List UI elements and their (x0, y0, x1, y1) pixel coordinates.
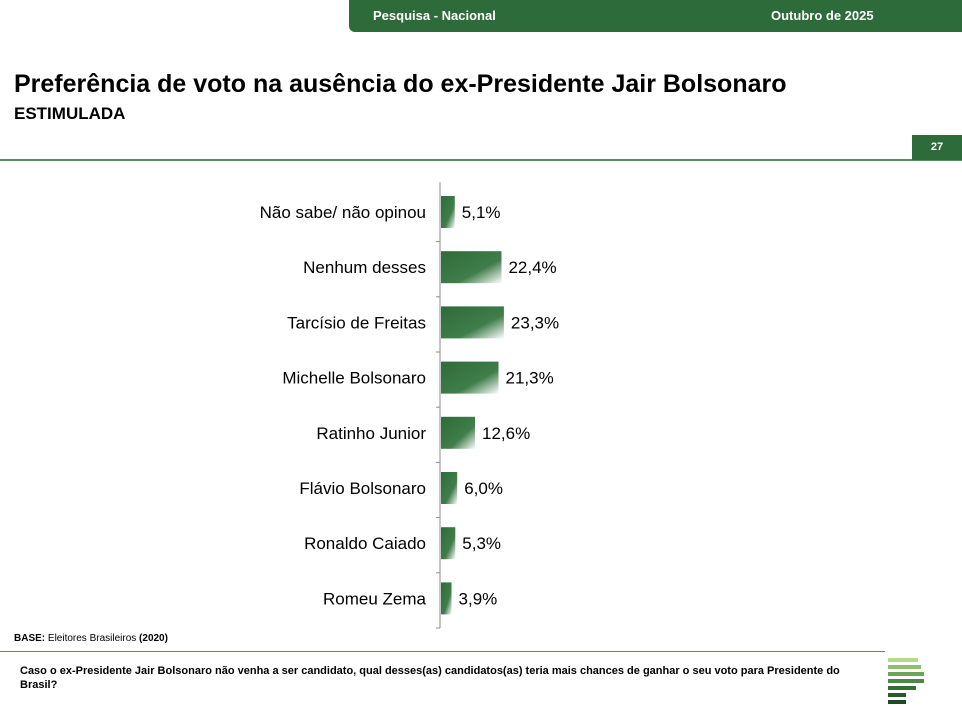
category-label: Romeu Zema (323, 589, 427, 608)
page-subtitle: ESTIMULADA (14, 104, 126, 123)
bar (441, 251, 502, 284)
data-label: 22,4% (508, 258, 556, 277)
survey-label: Pesquisa - Nacional (373, 8, 496, 23)
survey-date: Outubro de 2025 (771, 8, 874, 23)
data-label: 3,9% (459, 589, 498, 608)
bar (441, 361, 499, 394)
data-label: 6,0% (464, 479, 503, 498)
category-label: Nenhum desses (303, 258, 426, 277)
bar (441, 472, 458, 504)
data-label: 21,3% (506, 369, 554, 388)
category-label: Ratinho Junior (316, 424, 426, 443)
data-label: 5,1% (462, 203, 501, 222)
page-title: Preferência de voto na ausência do ex-Pr… (14, 70, 787, 98)
bar-chart: Não sabe/ não opinou 5,1% Nenhum desses 22,… (260, 182, 559, 629)
page-number: 27 (912, 135, 962, 160)
survey-question: Caso o ex-Presidente Jair Bolsonaro não … (20, 665, 840, 691)
bar (441, 196, 455, 228)
data-label: 5,3% (462, 534, 501, 553)
bar (441, 416, 476, 449)
category-label: Ronaldo Caiado (304, 534, 426, 553)
brand-logo (888, 658, 924, 704)
base-n: (2020) (139, 633, 168, 644)
base-label: BASE: (14, 633, 46, 644)
category-label: Michelle Bolsonaro (282, 369, 426, 388)
base-text: Eleitores Brasileiros (45, 633, 140, 644)
base-note: BASE: Eleitores Brasileiros (2020) (14, 633, 168, 644)
category-label: Flávio Bolsonaro (299, 479, 426, 498)
category-label: Tarcísio de Freitas (287, 313, 426, 332)
data-label: 12,6% (482, 424, 530, 443)
bar (441, 306, 504, 339)
header-bar: Pesquisa - Nacional Outubro de 2025 (349, 0, 962, 32)
bar (441, 582, 452, 615)
footer-divider (0, 651, 885, 652)
bar (441, 527, 456, 560)
data-label: 23,3% (511, 313, 559, 332)
category-label: Não sabe/ não opinou (260, 203, 426, 222)
header-divider (0, 159, 962, 161)
